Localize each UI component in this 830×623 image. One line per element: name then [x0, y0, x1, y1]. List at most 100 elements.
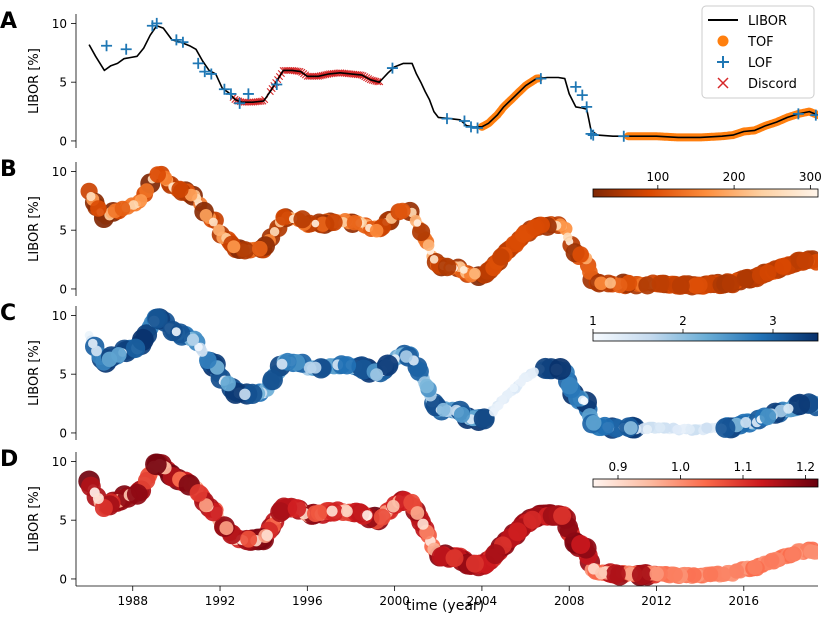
score-point — [194, 342, 203, 352]
panel-d: D 0 5 10 LIBOR [%] 0.9 1.0 1.1 1.2 — [0, 447, 819, 586]
score-point — [715, 417, 736, 438]
score-point — [412, 222, 431, 242]
colorbar-tick-label: 100 — [646, 170, 669, 184]
score-point — [759, 408, 777, 426]
score-point — [611, 277, 628, 294]
score-point — [509, 383, 519, 393]
y-tick-label: 10 — [52, 309, 67, 323]
score-point — [489, 407, 498, 417]
x-tick-label: 2016 — [729, 594, 760, 608]
y-tick-label: 10 — [52, 455, 67, 469]
panel-c: C 0 5 10 LIBOR [%] 1 2 3 — [0, 301, 819, 440]
lof-marker — [587, 129, 599, 141]
score-point — [111, 347, 127, 363]
legend-label: TOF — [747, 35, 774, 50]
lof-marker — [199, 66, 211, 78]
score-point — [606, 564, 626, 584]
score-point — [759, 264, 777, 282]
y-axis-label: LIBOR [%] — [27, 340, 42, 406]
score-point — [387, 499, 400, 513]
score-point — [373, 508, 391, 526]
lof-marker — [242, 88, 254, 100]
legend-label: Discord — [748, 77, 797, 92]
score-point — [213, 224, 225, 237]
x-tick-label: 2008 — [554, 594, 585, 608]
score-point — [642, 424, 653, 435]
score-point — [219, 521, 234, 536]
y-tick-label: 0 — [59, 426, 67, 440]
x-tick-label: 2012 — [641, 594, 672, 608]
score-point — [796, 251, 814, 270]
panel-label: A — [0, 9, 17, 34]
score-point — [171, 327, 181, 337]
score-point — [400, 350, 413, 363]
legend-label: LOF — [748, 56, 773, 71]
lof-marker — [101, 40, 113, 52]
score-point — [429, 254, 439, 264]
score-point — [287, 499, 307, 518]
score-point — [419, 378, 434, 394]
x-axis-label: time (year) — [406, 598, 484, 614]
score-point — [90, 200, 107, 217]
y-tick-label: 5 — [59, 514, 67, 528]
legend-label: LIBOR — [748, 14, 787, 29]
lof-marker — [472, 122, 484, 134]
score-point — [572, 246, 589, 263]
score-point — [293, 210, 312, 229]
lof-marker — [120, 43, 132, 55]
score-point — [239, 388, 251, 400]
score-point — [341, 505, 353, 518]
score-point — [453, 406, 470, 423]
x-tick-label: 1992 — [205, 594, 236, 608]
y-tick-label: 10 — [52, 17, 67, 31]
colorbar: 0.9 1.0 1.1 1.2 — [592, 460, 819, 488]
score-point — [702, 566, 719, 583]
score-point — [413, 219, 422, 227]
y-tick-label: 5 — [59, 224, 67, 238]
score-point — [337, 356, 357, 375]
score-point — [303, 361, 316, 374]
score-point — [437, 257, 457, 277]
score-point — [523, 510, 542, 530]
lof-marker — [810, 109, 818, 121]
tof-markers — [477, 74, 543, 131]
score-point — [199, 498, 213, 513]
libor-line — [88, 25, 818, 139]
lof-marker — [151, 17, 163, 29]
score-point — [147, 308, 168, 329]
score-point — [533, 216, 550, 234]
colorbar-tick-label: 0.9 — [608, 460, 627, 474]
score-point — [469, 267, 481, 280]
score-point — [594, 276, 608, 291]
score-point — [631, 564, 652, 585]
score-point — [736, 269, 755, 288]
score-point — [788, 393, 811, 416]
tof-markers — [624, 107, 818, 142]
y-tick-label: 0 — [59, 282, 67, 296]
lof-marker — [218, 83, 230, 95]
score-point — [346, 215, 363, 231]
score-point — [498, 394, 508, 404]
score-point — [362, 510, 373, 521]
score-point — [485, 544, 506, 565]
score-point — [311, 219, 320, 228]
colorbar-gradient — [592, 332, 819, 342]
y-tick-label: 5 — [59, 76, 67, 90]
legend-tof-swatch — [717, 35, 729, 47]
lof-marker — [618, 130, 630, 142]
y-axis-label: LIBOR [%] — [27, 486, 42, 552]
score-point — [199, 209, 213, 222]
score-point — [529, 367, 539, 377]
score-point — [269, 227, 280, 237]
score-point — [422, 239, 435, 251]
colorbar-tick-label: 200 — [723, 170, 746, 184]
plot-area — [88, 17, 818, 142]
lof-marker — [271, 79, 283, 91]
score-point — [649, 566, 664, 582]
x-tick-label: 1996 — [292, 594, 323, 608]
panel-a: A 0 5 10 LIBOR [%] LIBOR TOF LOF Discord — [0, 5, 818, 148]
score-point — [651, 274, 670, 293]
lof-marker — [234, 97, 246, 109]
legend-discord-swatch — [717, 77, 729, 89]
